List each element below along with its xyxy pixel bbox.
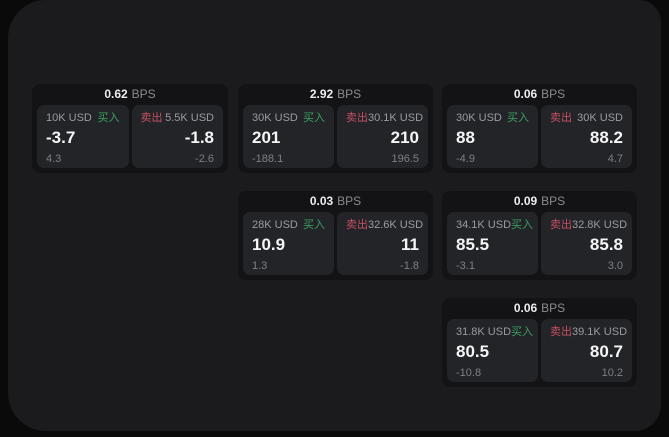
spread-value: 0.62 [104,87,128,101]
spread-header: 0.62 BPS [37,84,223,105]
buy-price: 10.9 [252,235,286,254]
buy-price: 80.5 [456,342,490,361]
spread-value: 2.92 [309,87,334,101]
sell-pane[interactable]: 卖出 32.8K USD 85.8 3.0 [541,212,632,275]
quote-card-5[interactable]: 0.09 BPS 34.1K USD 买入 85.5 -3.1 卖出 32.8K… [442,191,637,280]
sell-side-label: 卖出 [550,326,572,338]
quote-card-2[interactable]: 2.92 BPS 30K USD 买入 201 -188.1 卖出 30.1K … [238,84,433,173]
spread-value: 0.09 [513,194,538,208]
sell-delta: 10.2 [601,367,623,379]
buy-delta: -3.1 [456,260,475,272]
sell-delta: 196.5 [391,153,419,165]
spread-header: 2.92 BPS [243,84,428,105]
sell-delta: -2.6 [195,153,214,165]
buy-pane[interactable]: 34.1K USD 买入 85.5 -3.1 [447,212,538,275]
buy-notional: 28K USD [252,219,298,231]
sell-pane[interactable]: 卖出 30.1K USD 210 196.5 [337,105,428,168]
spread-header: 0.06 BPS [447,84,632,105]
sell-price: 88.2 [589,128,623,147]
quote-card-1[interactable]: 0.62 BPS 10K USD 买入 -3.7 4.3 卖出 5.5K USD… [32,84,228,173]
spread-value: 0.03 [309,194,334,208]
spread-value: 0.06 [513,87,538,101]
buy-pane[interactable]: 28K USD 买入 10.9 1.3 [243,212,334,275]
spread-unit: BPS [337,87,362,101]
buy-price: 85.5 [456,235,490,254]
sell-delta: 3.0 [607,260,623,272]
spread-unit: BPS [541,87,566,101]
sell-delta: 4.7 [607,153,623,165]
sell-price: 210 [390,128,419,147]
buy-price: -3.7 [46,128,76,147]
buy-delta: 4.3 [46,153,62,165]
buy-pane[interactable]: 30K USD 买入 88 -4.9 [447,105,538,168]
sell-price: 11 [401,235,419,254]
sell-side-label: 卖出 [140,112,163,124]
sell-pane[interactable]: 卖出 5.5K USD -1.8 -2.6 [131,105,223,168]
sell-pane[interactable]: 卖出 32.6K USD 11 -1.8 [337,212,428,275]
quote-panes: 28K USD 买入 10.9 1.3 卖出 32.6K USD 11 -1.8 [243,212,428,275]
quote-panes: 30K USD 买入 88 -4.9 卖出 30K USD 88.2 4.7 [447,105,632,168]
spread-header: 0.06 BPS [447,298,632,319]
sell-price: 85.8 [589,235,623,254]
buy-side-label: 买入 [303,219,325,231]
spread-header: 0.03 BPS [243,191,428,212]
buy-pane[interactable]: 10K USD 买入 -3.7 4.3 [37,105,129,168]
sell-side-label: 卖出 [346,112,368,124]
buy-notional: 30K USD [456,112,502,124]
quote-panes: 10K USD 买入 -3.7 4.3 卖出 5.5K USD -1.8 -2.… [37,105,223,168]
sell-notional: 32.6K USD [368,219,424,231]
buy-pane[interactable]: 30K USD 买入 201 -188.1 [243,105,334,168]
sell-side-label: 卖出 [346,219,368,231]
buy-side-label: 买入 [97,112,120,124]
sell-notional: 30.1K USD [368,112,424,124]
quote-card-6[interactable]: 0.06 BPS 31.8K USD 买入 80.5 -10.8 卖出 39.1… [442,298,637,387]
buy-delta: -188.1 [252,153,284,165]
sell-notional: 5.5K USD [165,112,214,124]
buy-notional: 10K USD [46,112,92,124]
buy-delta: -4.9 [456,153,475,165]
buy-notional: 34.1K USD [456,219,512,231]
sell-notional: 32.8K USD [572,219,628,231]
buy-delta: -10.8 [456,367,482,379]
buy-notional: 31.8K USD [456,326,512,338]
sell-side-label: 卖出 [550,219,572,231]
quote-panes: 30K USD 买入 201 -188.1 卖出 30.1K USD 210 1… [243,105,428,168]
spread-header: 0.09 BPS [447,191,632,212]
sell-pane[interactable]: 卖出 39.1K USD 80.7 10.2 [541,319,632,382]
sell-notional: 39.1K USD [572,326,628,338]
spread-unit: BPS [541,301,566,315]
spread-unit: BPS [541,194,566,208]
buy-notional: 30K USD [252,112,298,124]
sell-pane[interactable]: 卖出 30K USD 88.2 4.7 [541,105,632,168]
sell-price: -1.8 [184,128,214,147]
buy-delta: 1.3 [252,260,268,272]
spread-value: 0.06 [513,301,538,315]
sell-notional: 30K USD [577,112,623,124]
spread-unit: BPS [131,87,156,101]
buy-side-label: 买入 [507,112,529,124]
buy-side-label: 买入 [303,112,325,124]
sell-price: 80.7 [589,342,623,361]
buy-side-label: 买入 [511,219,534,231]
sell-side-label: 卖出 [550,112,572,124]
buy-pane[interactable]: 31.8K USD 买入 80.5 -10.8 [447,319,538,382]
quote-panes: 34.1K USD 买入 85.5 -3.1 卖出 32.8K USD 85.8… [447,212,632,275]
buy-price: 201 [252,128,281,147]
buy-price: 88 [456,128,475,147]
quote-card-4[interactable]: 0.03 BPS 28K USD 买入 10.9 1.3 卖出 32.6K US… [238,191,433,280]
buy-side-label: 买入 [511,326,534,338]
spread-unit: BPS [337,194,362,208]
quote-panes: 31.8K USD 买入 80.5 -10.8 卖出 39.1K USD 80.… [447,319,632,382]
quote-card-3[interactable]: 0.06 BPS 30K USD 买入 88 -4.9 卖出 30K USD 8… [442,84,637,173]
sell-delta: -1.8 [400,260,419,272]
